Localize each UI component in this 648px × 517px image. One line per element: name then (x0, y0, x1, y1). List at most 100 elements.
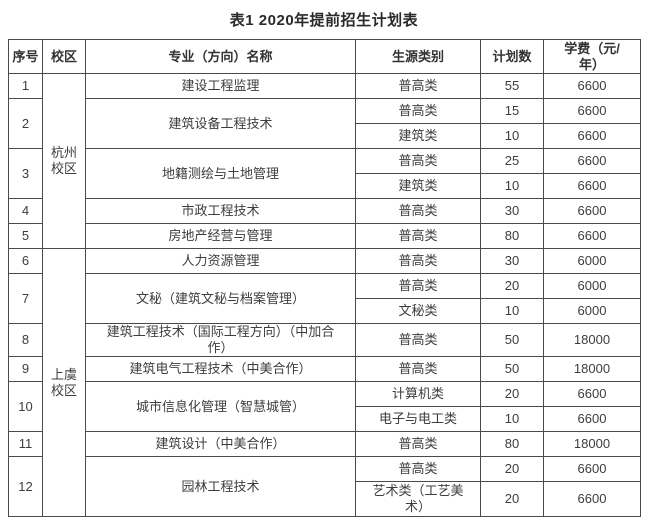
row-no-cell: 12 (8, 456, 43, 517)
major-cell: 文秘（建筑文秘与档案管理） (85, 273, 356, 324)
fee-cell: 6600 (543, 173, 641, 199)
table-row: 建筑类 10 6600 (9, 173, 641, 199)
row-no-cell: 1 (8, 73, 43, 99)
major-cell: 地籍测绘与土地管理 (85, 148, 356, 199)
category-cell: 艺术类（工艺美术） (355, 481, 481, 517)
row-no-cell: 3 (8, 148, 43, 199)
category-cell: 建筑类 (355, 123, 481, 149)
table-row: 3 地籍测绘与土地管理 普高类 25 6600 (8, 148, 641, 199)
table-row: 11 建筑设计（中美合作） 普高类 80 18000 (8, 431, 641, 457)
fee-cell: 6600 (543, 198, 641, 224)
category-cell: 普高类 (355, 431, 481, 457)
table-row: 4 市政工程技术 普高类 30 6600 (8, 198, 641, 224)
plan-cell: 20 (480, 456, 544, 482)
campus-cell-shangyu: 上虞校区 (42, 248, 86, 517)
col-header-campus: 校区 (42, 39, 86, 74)
plan-cell: 10 (480, 298, 544, 324)
col-header-no: 序号 (8, 39, 43, 74)
major-cell: 城市信息化管理（智慧城管） (85, 381, 356, 432)
row-no-cell: 11 (8, 431, 43, 457)
category-cell: 普高类 (355, 98, 481, 124)
row-no-cell: 8 (8, 323, 43, 357)
major-cell: 园林工程技术 (85, 456, 356, 517)
row-no-cell: 2 (8, 98, 43, 149)
table-row: 2 建筑设备工程技术 普高类 15 6600 (8, 98, 641, 149)
plan-cell: 20 (480, 381, 544, 407)
fee-cell: 6000 (543, 248, 641, 274)
plan-cell: 50 (480, 323, 544, 357)
row-no-cell: 6 (8, 248, 43, 274)
row-no-cell: 5 (8, 223, 43, 249)
category-cell: 计算机类 (355, 381, 481, 407)
fee-cell: 6600 (543, 98, 641, 124)
col-header-plan: 计划数 (480, 39, 544, 74)
fee-cell: 18000 (543, 356, 641, 382)
table-row: 10 城市信息化管理（智慧城管） 计算机类 20 6600 (8, 381, 641, 432)
fee-cell: 6000 (543, 273, 641, 299)
plan-cell: 30 (480, 248, 544, 274)
col-header-fee: 学费（元/年） (543, 39, 641, 74)
fee-cell: 18000 (543, 431, 641, 457)
table-row: 5 房地产经营与管理 普高类 80 6600 (8, 223, 641, 249)
table-row: 建筑类 10 6600 (9, 123, 641, 149)
plan-cell: 20 (480, 273, 544, 299)
plan-cell: 50 (480, 356, 544, 382)
row-no-cell: 9 (8, 356, 43, 382)
table-title: 表1 2020年提前招生计划表 (229, 12, 419, 29)
table-row: 1 杭州校区 建设工程监理 普高类 55 6600 (8, 73, 641, 249)
plan-cell: 15 (480, 98, 544, 124)
major-cell: 建筑工程技术（国际工程方向）（中加合作） (85, 323, 356, 357)
col-header-major: 专业（方向）名称 (85, 39, 356, 74)
fee-cell: 6600 (543, 381, 641, 407)
table-row: 艺术类（工艺美术） 20 6600 (9, 481, 641, 517)
major-cell: 人力资源管理 (85, 248, 356, 274)
category-cell: 普高类 (355, 323, 481, 357)
fee-cell: 6600 (543, 73, 641, 99)
plan-cell: 80 (480, 431, 544, 457)
table-row: 文秘类 10 6000 (9, 298, 641, 324)
fee-cell: 6000 (543, 298, 641, 324)
major-cell: 房地产经营与管理 (85, 223, 356, 249)
fee-cell: 6600 (543, 456, 641, 482)
category-cell: 建筑类 (355, 173, 481, 199)
category-cell: 普高类 (355, 198, 481, 224)
category-cell: 普高类 (355, 223, 481, 249)
table-row: 8 建筑工程技术（国际工程方向）（中加合作） 普高类 50 18000 (8, 323, 641, 357)
table-row: 9 建筑电气工程技术（中美合作） 普高类 50 18000 (8, 356, 641, 382)
fee-cell: 18000 (543, 323, 641, 357)
enrollment-table: 序号 校区 专业（方向）名称 生源类别 计划数 学费（元/年） 1 杭州校区 建… (8, 39, 641, 517)
table-row: 12 园林工程技术 普高类 20 6600 (8, 456, 641, 517)
fee-cell: 6600 (543, 148, 641, 174)
major-cell: 市政工程技术 (85, 198, 356, 224)
plan-cell: 80 (480, 223, 544, 249)
category-cell: 普高类 (355, 356, 481, 382)
major-cell: 建筑设备工程技术 (85, 98, 356, 149)
major-cell: 建筑电气工程技术（中美合作） (85, 356, 356, 382)
category-cell: 普高类 (355, 273, 481, 299)
row-no-cell: 7 (8, 273, 43, 324)
col-header-category: 生源类别 (355, 39, 481, 74)
row-no-cell: 10 (8, 381, 43, 432)
category-cell: 普高类 (355, 456, 481, 482)
major-cell: 建设工程监理 (85, 73, 356, 99)
category-cell: 普高类 (355, 73, 481, 99)
plan-cell: 25 (480, 148, 544, 174)
category-cell: 文秘类 (355, 298, 481, 324)
table-row: 电子与电工类 10 6600 (9, 406, 641, 432)
category-cell: 普高类 (355, 148, 481, 174)
table-row: 7 文秘（建筑文秘与档案管理） 普高类 20 6000 (8, 273, 641, 324)
campus-cell-hangzhou: 杭州校区 (42, 73, 86, 249)
fee-cell: 6600 (543, 406, 641, 432)
plan-cell: 20 (480, 481, 544, 517)
fee-cell: 6600 (543, 481, 641, 517)
row-no-cell: 4 (8, 198, 43, 224)
fee-cell: 6600 (543, 223, 641, 249)
plan-cell: 55 (480, 73, 544, 99)
category-cell: 普高类 (355, 248, 481, 274)
fee-cell: 6600 (543, 123, 641, 149)
table-row: 6 上虞校区 人力资源管理 普高类 30 6000 (8, 248, 641, 517)
header-row: 序号 校区 专业（方向）名称 生源类别 计划数 学费（元/年） (8, 39, 641, 74)
category-cell: 电子与电工类 (355, 406, 481, 432)
plan-cell: 10 (480, 406, 544, 432)
